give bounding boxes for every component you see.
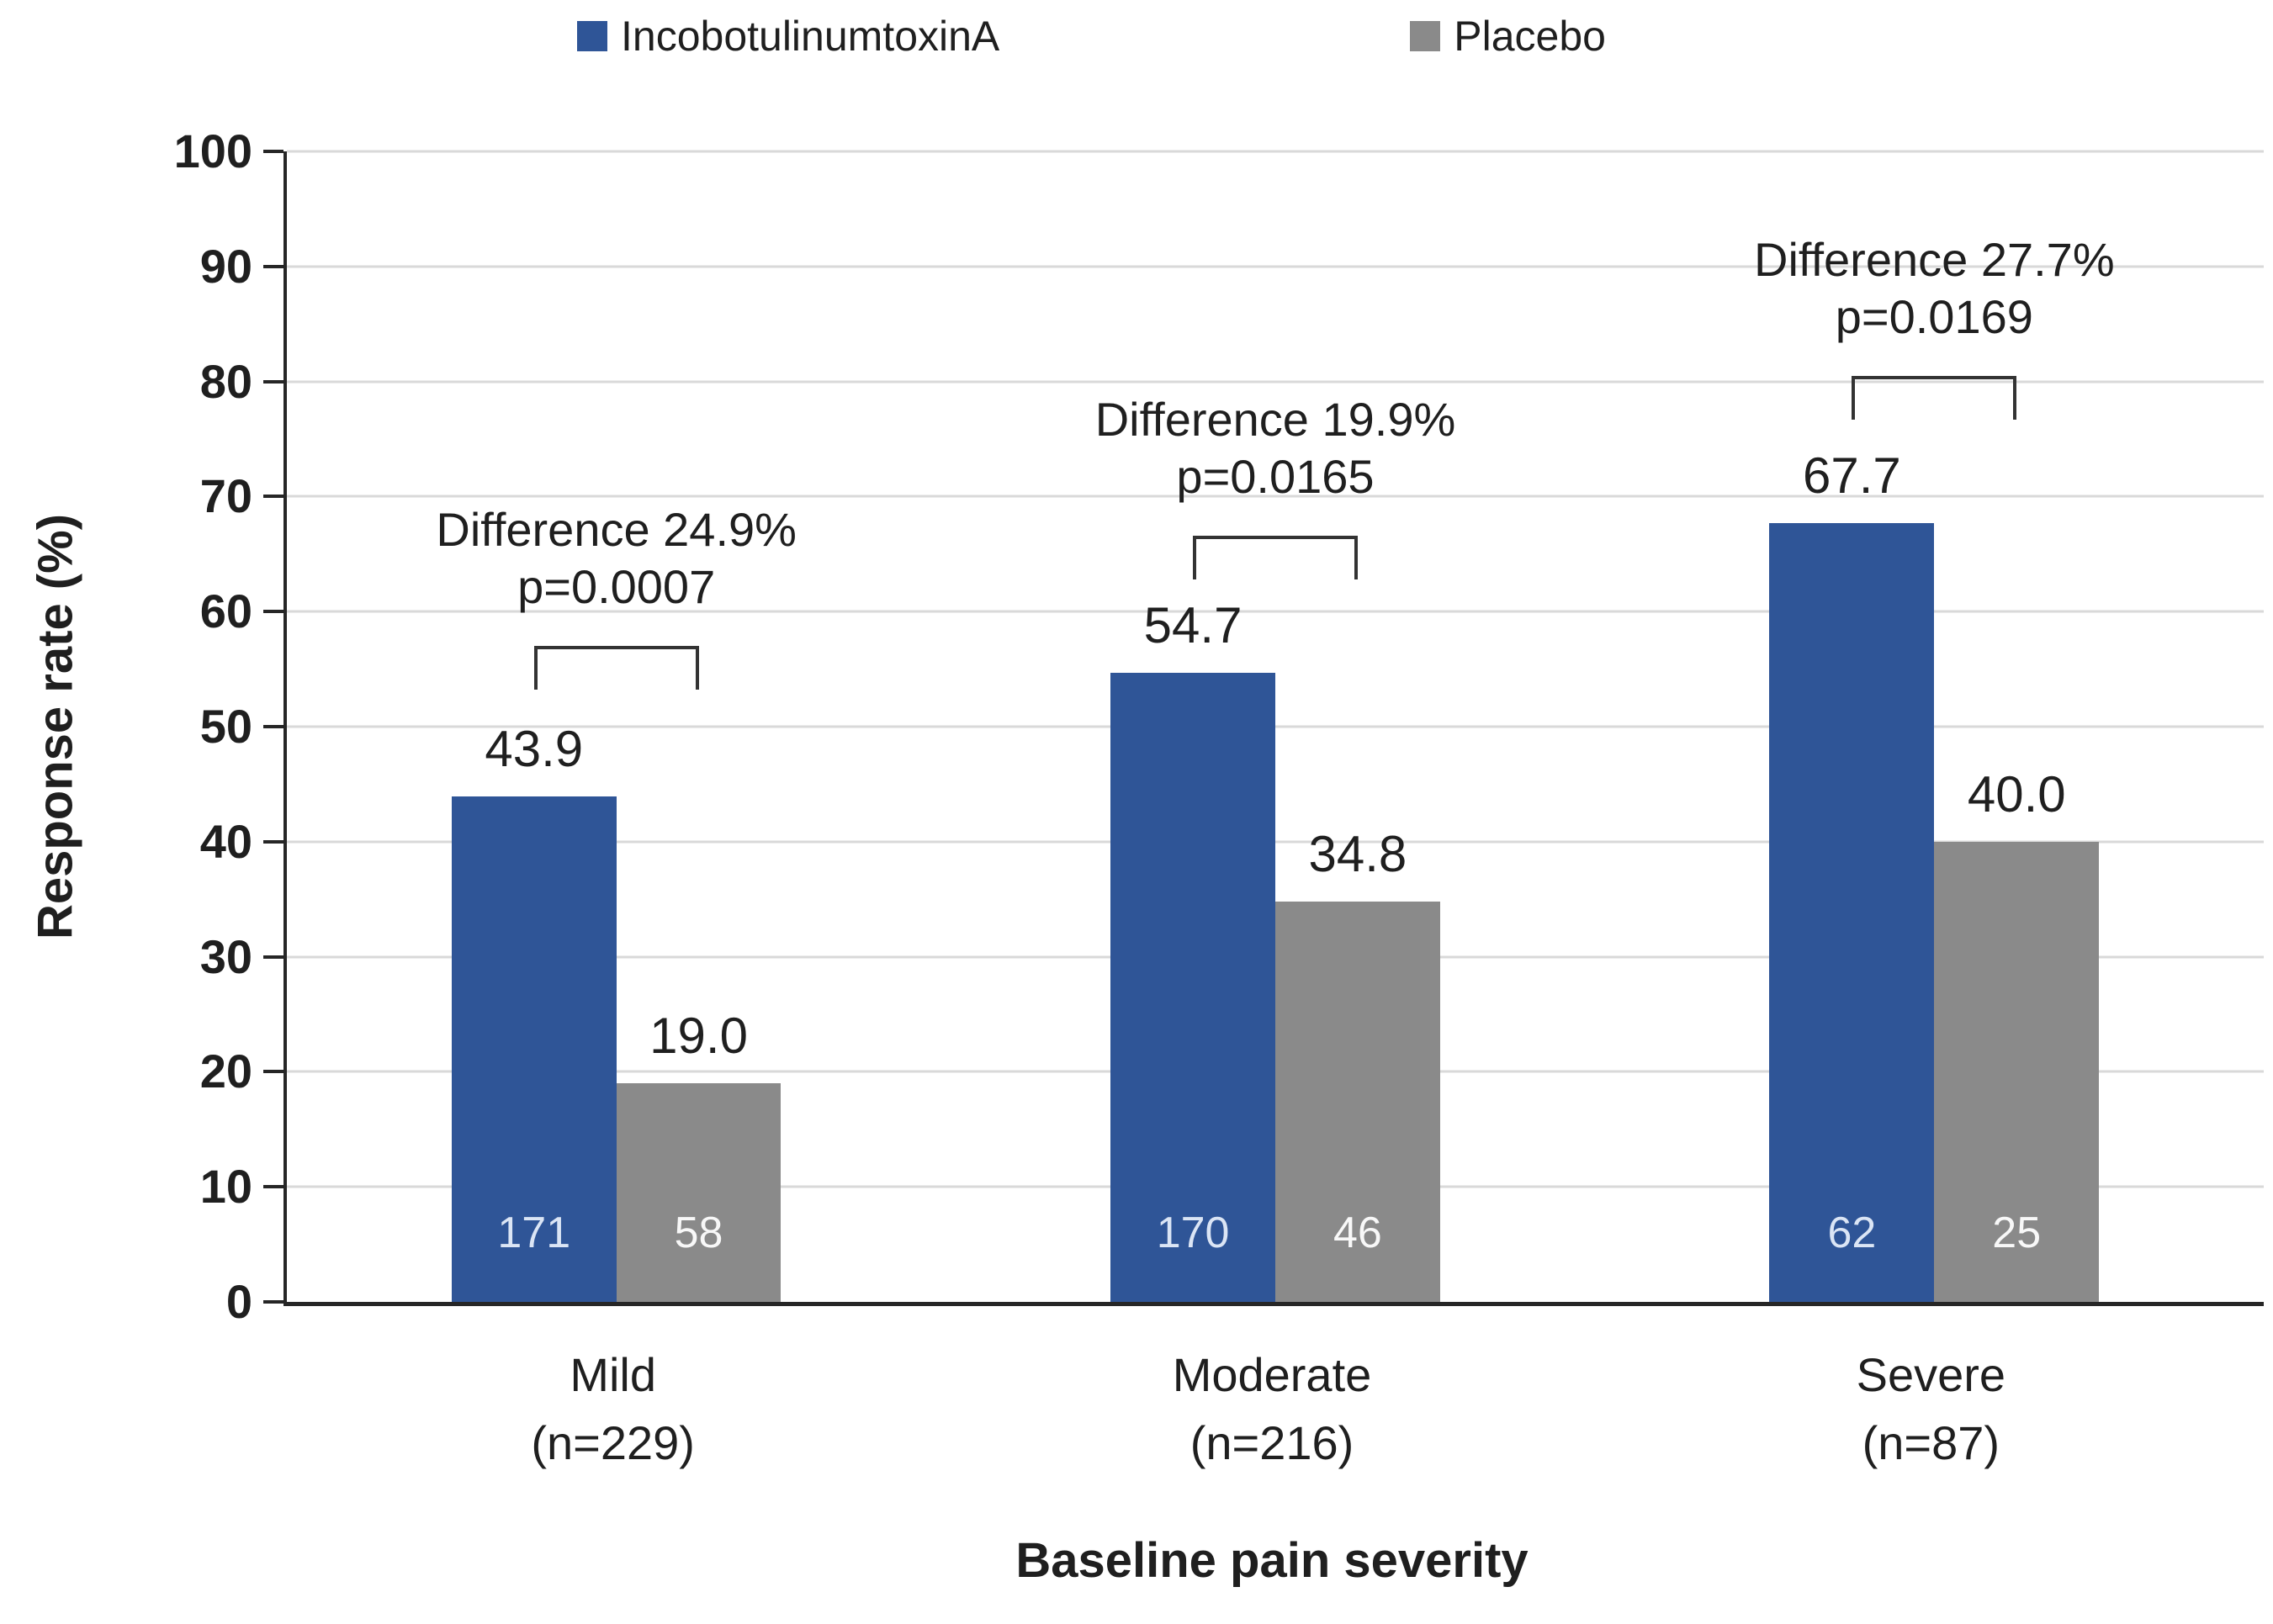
y-tick-label: 100 xyxy=(173,124,252,177)
placebo-value-label: 34.8 xyxy=(1308,825,1407,882)
category-name: Mild xyxy=(570,1348,656,1401)
y-axis-tick xyxy=(263,379,283,384)
difference-annotation: Difference 24.9% xyxy=(436,503,797,557)
bar-group-mild: Difference 24.9% p=0.0007 43.9 19.0 171 … xyxy=(287,151,946,1302)
plot-area: Difference 24.9% p=0.0007 43.9 19.0 171 … xyxy=(263,150,2264,1306)
p-value-annotation: p=0.0169 xyxy=(1835,289,2033,343)
y-axis-tick xyxy=(263,725,283,728)
category-n: (n=216) xyxy=(1189,1416,1354,1470)
y-axis-tick xyxy=(263,1185,283,1189)
y-axis-tick xyxy=(263,150,283,153)
treatment-count-label: 170 xyxy=(1156,1209,1230,1257)
y-axis-tick xyxy=(263,610,283,614)
y-tick-label: 70 xyxy=(199,469,252,523)
category-name: Severe xyxy=(1856,1348,2006,1401)
category-n: (n=87) xyxy=(1862,1416,2000,1470)
treatment-color-swatch xyxy=(577,21,607,51)
category-label-moderate: Moderate (n=216) xyxy=(942,1341,1601,1477)
bar-group-moderate: Difference 19.9% p=0.0165 54.7 34.8 170 … xyxy=(946,151,1604,1302)
treatment-bar: 171 xyxy=(451,796,617,1302)
p-value-annotation: p=0.0165 xyxy=(1176,449,1375,503)
gridline xyxy=(287,725,2264,728)
y-tick-label: 80 xyxy=(199,354,252,408)
gridline xyxy=(287,610,2264,613)
placebo-bar: 25 xyxy=(1934,841,2100,1302)
y-axis-tick xyxy=(263,1070,283,1074)
x-axis-category-labels: Mild (n=229) Moderate (n=216) Severe (n=… xyxy=(283,1341,2260,1477)
bar-group-severe: Difference 27.7% p=0.0169 67.7 40.0 62 2… xyxy=(1605,151,2264,1302)
legend-item-treatment: IncobotulinumtoxinA xyxy=(577,12,999,61)
y-tick-label: 30 xyxy=(199,929,252,983)
legend-label-treatment: IncobotulinumtoxinA xyxy=(621,13,1000,60)
category-name: Moderate xyxy=(1172,1348,1372,1401)
placebo-color-swatch xyxy=(1410,21,1441,51)
placebo-bar: 46 xyxy=(1274,901,1440,1302)
y-axis-tick xyxy=(263,955,283,959)
y-axis-tick xyxy=(263,1300,283,1304)
difference-annotation: Difference 19.9% xyxy=(1094,392,1456,446)
y-axis-tick xyxy=(263,495,283,499)
gridline xyxy=(287,380,2264,384)
gridline xyxy=(287,840,2264,844)
p-value-annotation: p=0.0007 xyxy=(517,560,716,614)
y-tick-label: 60 xyxy=(199,585,252,638)
category-n: (n=229) xyxy=(531,1416,695,1470)
legend-label-placebo: Placebo xyxy=(1454,13,1606,60)
gridline xyxy=(287,150,2264,153)
difference-annotation: Difference 27.7% xyxy=(1754,232,2115,286)
y-tick-label: 90 xyxy=(199,239,252,293)
treatment-bar: 170 xyxy=(1110,672,1275,1302)
placebo-value-label: 19.0 xyxy=(649,1008,748,1065)
y-tick-label: 10 xyxy=(199,1160,252,1214)
x-axis-title: Baseline pain severity xyxy=(1015,1533,1529,1588)
comparison-bracket xyxy=(1193,535,1358,579)
y-axis-tick-labels: 0 10 20 30 40 50 60 70 80 90 100 xyxy=(0,128,252,1325)
treatment-value-label: 43.9 xyxy=(485,721,584,778)
y-axis-tick xyxy=(263,839,283,844)
treatment-count-label: 62 xyxy=(1827,1209,1877,1257)
treatment-value-label: 54.7 xyxy=(1143,596,1242,653)
comparison-bracket xyxy=(1852,375,2017,420)
y-tick-label: 20 xyxy=(199,1045,252,1098)
y-tick-label: 50 xyxy=(199,700,252,753)
y-tick-label: 0 xyxy=(225,1275,252,1328)
comparison-bracket xyxy=(533,646,699,690)
gridline xyxy=(287,265,2264,268)
treatment-value-label: 67.7 xyxy=(1803,447,1901,504)
placebo-count-label: 46 xyxy=(1333,1209,1382,1257)
y-axis-tick xyxy=(263,264,283,268)
gridline xyxy=(287,495,2264,498)
category-label-mild: Mild (n=229) xyxy=(283,1341,942,1477)
placebo-bar: 58 xyxy=(616,1083,782,1302)
y-tick-label: 40 xyxy=(199,814,252,868)
category-label-severe: Severe (n=87) xyxy=(1602,1341,2260,1477)
legend: IncobotulinumtoxinA Placebo xyxy=(577,12,1606,61)
placebo-count-label: 58 xyxy=(674,1209,723,1257)
treatment-bar: 62 xyxy=(1769,522,1935,1302)
treatment-count-label: 171 xyxy=(497,1209,571,1257)
legend-item-placebo: Placebo xyxy=(1410,12,1606,61)
placebo-value-label: 40.0 xyxy=(1967,765,2066,823)
placebo-count-label: 25 xyxy=(1992,1209,2042,1257)
